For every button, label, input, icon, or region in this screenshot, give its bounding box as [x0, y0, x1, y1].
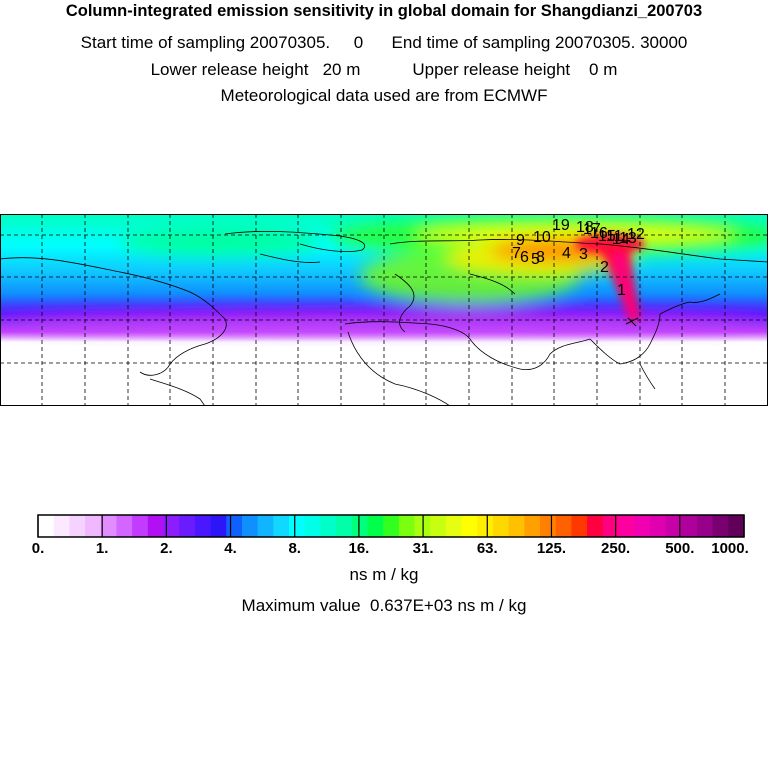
field-arctic-yellow	[415, 224, 735, 244]
colorbar-tick-label: 31.	[412, 540, 434, 557]
traj-label-17: 17	[583, 221, 601, 238]
colorbar-swatch	[571, 515, 588, 537]
traj-label-3: 3	[579, 246, 588, 263]
colorbar-units: ns m / kg	[349, 565, 419, 584]
met-data-line: Meteorological data used are from ECMWF	[220, 86, 548, 105]
colorbar-swatch	[132, 515, 149, 537]
release-height-line: Lower release height 20 m Upper release …	[150, 60, 618, 79]
colorbar-swatch	[555, 515, 573, 537]
traj-label-9: 9	[516, 232, 525, 249]
traj-label-14: 14	[612, 231, 630, 248]
colorbar-swatch	[712, 515, 729, 537]
colorbar-swatch	[445, 515, 463, 537]
traj-label-7: 7	[512, 245, 521, 262]
traj-label-2: 2	[600, 259, 609, 276]
receptor-marker	[625, 317, 639, 327]
colorbar-tick-label: 16.	[348, 540, 370, 557]
colorbar-swatch	[540, 515, 557, 537]
colorbar-swatch	[728, 515, 745, 537]
traj-label-16: 16	[590, 225, 608, 242]
colorbar-swatch	[336, 515, 353, 537]
colorbar-tick-label: 0.	[31, 540, 45, 557]
traj-label-15: 15	[598, 228, 616, 245]
field-plume-magenta	[612, 254, 636, 320]
colorbar-tick-label: 500.	[665, 540, 695, 557]
colorbar-swatch	[492, 515, 510, 537]
colorbar-swatch	[241, 515, 259, 537]
colorbar-swatch	[398, 515, 416, 537]
traj-label-8: 8	[536, 249, 545, 266]
colorbar-swatch	[665, 515, 682, 537]
field-band-purple	[0, 309, 768, 327]
colorbar-swatch	[210, 515, 227, 537]
colorbar-swatch	[602, 515, 620, 537]
sampling-time-line: Start time of sampling 20070305. 0 End t…	[80, 33, 688, 52]
colorbar-tick-label: 1000.	[711, 540, 749, 557]
traj-label-6: 6	[520, 249, 529, 266]
colorbar-tick-label: 1.	[95, 540, 109, 557]
traj-label-11: 11	[606, 228, 623, 245]
colorbar-swatch	[477, 515, 494, 537]
colorbar-swatch	[367, 515, 384, 537]
colorbar-swatch	[53, 515, 70, 537]
colorbar-swatch	[304, 515, 321, 537]
colorbar-swatch	[147, 515, 165, 537]
colorbar-swatch	[696, 515, 714, 537]
colorbar-swatch	[618, 515, 635, 537]
colorbar-swatch	[461, 515, 478, 537]
trajectory-labels: 1 2 3 4 5 6 7 8 9 10 11 12 13 14 15 16 1…	[512, 217, 645, 299]
colorbar-swatch	[226, 515, 243, 537]
colorbar-tick-label: 4.	[224, 540, 237, 557]
colorbar-tick-label: 125.	[536, 540, 567, 557]
colorbar-swatch	[257, 515, 274, 537]
colorbar-tick-label: 2.	[160, 540, 173, 557]
traj-label-1: 1	[617, 282, 626, 299]
colorbar-tick-label: 63.	[476, 540, 498, 557]
colorbar-tick-label: 8.	[288, 540, 301, 557]
traj-label-4: 4	[562, 245, 571, 262]
colorbar-swatch	[273, 515, 290, 537]
colorbar-swatch	[634, 515, 651, 537]
traj-label-5: 5	[531, 251, 540, 268]
emission-sensitivity-map: 1 2 3 4 5 6 7 8 9 10 11 12 13 14 15 16 1…	[0, 214, 768, 406]
colorbar	[37, 514, 745, 538]
colorbar-swatch	[69, 515, 86, 537]
colorbar-swatch	[38, 515, 55, 537]
colorbar-swatch	[351, 515, 369, 537]
colorbar-swatch	[194, 515, 212, 537]
colorbar-swatch	[320, 515, 337, 537]
colorbar-swatch	[383, 515, 400, 537]
traj-label-19: 19	[552, 217, 570, 234]
colorbar-swatch	[163, 515, 180, 537]
traj-label-18: 18	[576, 219, 594, 236]
traj-label-10: 10	[533, 229, 551, 246]
colorbar-swatch	[100, 515, 118, 537]
colorbar-swatch	[289, 515, 306, 537]
colorbar-swatch	[85, 515, 102, 537]
maximum-value-text: Maximum value 0.637E+03 ns m / kg	[241, 596, 527, 615]
colorbar-swatch	[681, 515, 698, 537]
colorbar-swatch	[587, 515, 604, 537]
colorbar-swatch	[179, 515, 196, 537]
colorbar-swatch	[116, 515, 133, 537]
colorbar-swatch	[430, 515, 447, 537]
colorbar-swatch	[508, 515, 525, 537]
map-title: Column-integrated emission sensitivity i…	[65, 2, 703, 20]
colorbar-tick-label: 250.	[601, 540, 631, 557]
graticule	[0, 214, 768, 406]
colorbar-swatch	[524, 515, 541, 537]
colorbar-swatch	[649, 515, 667, 537]
colorbar-frame	[37, 514, 745, 538]
traj-label-12: 12	[627, 226, 645, 243]
traj-label-13: 13	[619, 230, 637, 247]
